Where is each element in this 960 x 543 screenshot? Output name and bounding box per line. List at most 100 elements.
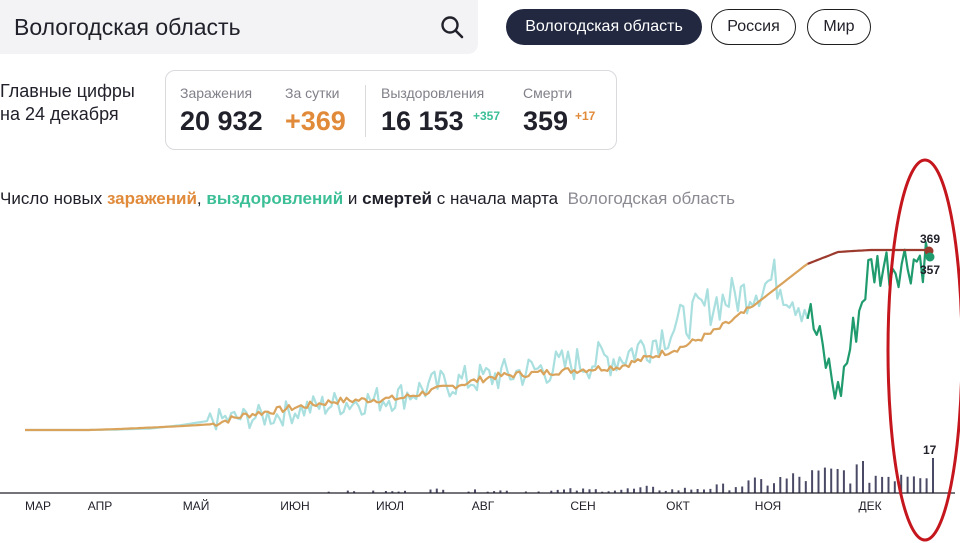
daily-label: За сутки: [285, 85, 340, 101]
deaths-bar: [734, 487, 737, 493]
deaths-bar: [912, 476, 915, 493]
deaths-bar: [658, 490, 661, 493]
search-icon[interactable]: [439, 14, 465, 40]
x-tick-label: ДЕК: [858, 499, 881, 513]
deaths-bar: [779, 477, 782, 493]
deaths-bar: [607, 491, 610, 493]
chart-title-recoveries: выздоровлений: [206, 189, 344, 208]
deaths-bar: [855, 464, 858, 493]
deaths-bar: [569, 488, 572, 493]
deaths-bar: [575, 490, 578, 493]
deaths-bar: [874, 475, 877, 493]
deaths-bar: [925, 478, 928, 493]
x-tick-label: МАР: [25, 499, 51, 513]
x-tick-label: АПР: [88, 499, 113, 513]
deaths-bar: [753, 477, 756, 493]
chart-title-infections: заражений: [106, 189, 197, 208]
deaths-end-label: 17: [923, 443, 937, 457]
deaths-bar: [798, 476, 801, 493]
search-input[interactable]: Вологодская область: [14, 14, 241, 40]
deaths-bar: [709, 488, 712, 493]
deaths-bar: [613, 490, 616, 493]
deaths-bar: [817, 470, 820, 493]
deaths-bar: [353, 491, 356, 493]
deaths-increment: +17: [575, 109, 596, 123]
deaths-value: 359: [523, 106, 569, 136]
deaths-bar: [683, 487, 686, 493]
search-bar[interactable]: Вологодская область: [0, 0, 478, 54]
deaths-label: Смерти: [523, 85, 573, 101]
deaths-bar: [862, 461, 864, 493]
x-tick-labels: МАР АПР МАЙ ИЮН ИЮЛ АВГ СЕН ОКТ НОЯ ДЕК: [25, 498, 882, 513]
recoveries-end-label: 357: [920, 263, 940, 277]
recoveries-value: 16 153: [381, 106, 464, 136]
recoveries-line-recent: [806, 241, 933, 400]
deaths-bar: [842, 470, 845, 493]
deaths-bar: [881, 476, 884, 493]
stats-divider: [365, 85, 366, 137]
x-tick-label: ИЮЛ: [376, 499, 404, 513]
deaths-bar: [715, 484, 718, 493]
recoveries-label: Выздоровления: [381, 85, 485, 101]
chart-title-region: Вологодская область: [567, 189, 736, 208]
deaths-bar: [474, 489, 476, 493]
infections-label: Заражения: [180, 85, 253, 101]
summary-label-line1: Главные цифры: [0, 81, 135, 101]
deaths-bar: [887, 476, 890, 493]
stats-card: Заражения 20 932 За сутки +369 Выздоровл…: [165, 70, 617, 150]
deaths-bar: [626, 488, 629, 493]
x-tick-label: ИЮН: [280, 499, 309, 513]
deaths-bar: [493, 491, 496, 493]
deaths-bar: [760, 479, 763, 493]
chart-title-part3: и: [343, 189, 363, 208]
deaths-bar: [327, 491, 330, 493]
deaths-bar: [690, 489, 693, 493]
chart-title-part1: Число новых: [0, 189, 107, 208]
deaths-bar: [550, 490, 553, 493]
deaths-bar: [505, 490, 508, 493]
x-tick-label: НОЯ: [755, 499, 781, 513]
chart-title-part2: ,: [196, 189, 207, 208]
x-tick-label: АВГ: [472, 499, 495, 513]
deaths-bar: [836, 469, 839, 493]
chart-title-part4: с начала марта: [432, 189, 559, 208]
deaths-bar: [868, 482, 871, 493]
deaths-bar: [633, 488, 635, 493]
deaths-bar: [601, 491, 604, 493]
deaths-bars: [327, 458, 934, 493]
deaths-bar: [639, 487, 642, 493]
deaths-bar: [671, 489, 674, 493]
deaths-bar: [747, 480, 750, 493]
deaths-bar: [823, 467, 826, 493]
region-tab-vologda[interactable]: Вологодская область: [506, 9, 702, 45]
deaths-bar: [893, 481, 896, 493]
deaths-bar: [722, 483, 725, 493]
deaths-bar: [664, 490, 667, 493]
deaths-bar: [804, 481, 807, 493]
deaths-bar: [919, 478, 922, 493]
deaths-bar: [429, 489, 432, 493]
deaths-bar: [792, 473, 795, 493]
deaths-bar: [391, 491, 394, 493]
deaths-bar: [582, 488, 585, 493]
deaths-bar: [537, 491, 540, 493]
infections-value: 20 932: [180, 106, 263, 136]
deaths-bar: [830, 468, 833, 493]
deaths-bar: [346, 490, 349, 493]
deaths-bar: [404, 490, 406, 493]
summary-label-line2: на 24 декабря: [0, 104, 119, 124]
deaths-bar: [467, 491, 470, 493]
infections-line-recent: [807, 248, 932, 265]
summary-label: Главные цифры на 24 декабря: [0, 80, 135, 126]
deaths-bar: [645, 485, 648, 493]
region-tab-world[interactable]: Мир: [807, 9, 871, 45]
deaths-bar: [372, 490, 375, 493]
deaths-bar: [766, 485, 769, 493]
deaths-bar: [652, 486, 655, 493]
deaths-bar: [435, 488, 438, 493]
region-tab-russia[interactable]: Россия: [711, 9, 796, 45]
deaths-bar: [906, 476, 909, 493]
x-tick-label: МАЙ: [183, 498, 210, 513]
highlight-ellipse: [886, 158, 960, 542]
deaths-bar: [524, 491, 527, 493]
